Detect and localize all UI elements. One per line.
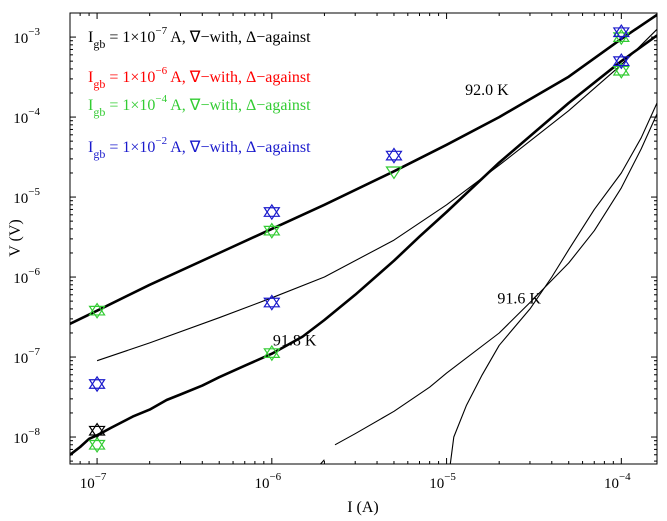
temperature-label: 92.0 K [465,82,509,99]
y-tick-exponent: −7 [28,346,40,358]
iv-curve-4 [335,114,657,445]
y-tick-label: 10−3 [13,26,40,47]
iv-curve-6 [450,103,657,464]
data-marker [90,377,105,391]
x-tick-exponent: −6 [269,471,281,483]
data-marker [90,438,105,452]
x-tick-label: 10−6 [254,471,281,492]
legend-entry: Igb = 1×10−6 A, ∇−with, Δ−against [88,65,311,91]
y-tick-exponent: −4 [28,106,40,118]
x-tick-label: 10−4 [604,471,631,492]
legend-subscript: gb [93,105,105,119]
y-axis-label: V (V) [7,219,24,256]
y-tick-exponent: −5 [28,186,40,198]
x-tick-exponent: −4 [619,471,631,483]
legend: Igb = 1×10−7 A, ∇−with, Δ−against Igb = 1… [88,25,311,161]
plot-frame [70,13,657,464]
temperature-label: 91.8 K [273,332,317,349]
legend-entry: Igb = 1×10−7 A, ∇−with, Δ−against [88,25,311,51]
curves-group [70,15,657,464]
data-marker [386,148,401,162]
legend-value: = 1×10 [105,69,155,86]
temperature-label: 91.6 K [497,290,541,307]
x-tick-label: 10−5 [429,471,456,492]
y-tick-label: 10−8 [13,426,40,447]
legend-exponent: −2 [155,135,167,147]
legend-suffix: A, ∇−with, Δ−against [167,139,311,156]
x-tick-exponent: −5 [444,471,456,483]
legend-exponent: −7 [155,25,167,37]
legend-suffix: A, ∇−with, Δ−against [167,97,311,114]
legend-suffix: A, ∇−with, Δ−against [167,29,311,46]
legend-entry: Igb = 1×10−2 A, ∇−with, Δ−against [88,135,311,161]
x-tick-exponent: −7 [95,471,107,483]
y-tick-exponent: −6 [28,266,40,278]
legend-exponent: −6 [155,65,167,77]
y-tick-exponent: −3 [28,26,40,38]
legend-subscript: gb [93,77,105,91]
annotations-group: 92.0 K 91.8 K 91.6 K [273,82,541,350]
y-tick-label: 10−6 [13,266,40,287]
x-axis-label: I (A) [347,499,379,516]
legend-subscript: gb [93,147,105,161]
legend-value: = 1×10 [105,97,155,114]
iv-curve-1 [70,15,657,324]
legend-exponent: −4 [155,93,167,105]
y-tick-label: 10−4 [13,106,40,127]
y-tick-exponent: −8 [28,426,40,438]
legend-entry: Igb = 1×10−4 A, ∇−with, Δ−against [88,93,311,119]
legend-suffix: A, ∇−with, Δ−against [167,69,311,86]
data-marker [264,205,279,219]
legend-subscript: gb [93,37,105,51]
legend-value: = 1×10 [105,139,155,156]
y-tick-label: 10−7 [13,346,40,367]
legend-value: = 1×10 [105,29,155,46]
x-tick-label: 10−7 [80,471,107,492]
iv-curve-5 [321,460,325,464]
y-tick-label: 10−5 [13,186,40,207]
